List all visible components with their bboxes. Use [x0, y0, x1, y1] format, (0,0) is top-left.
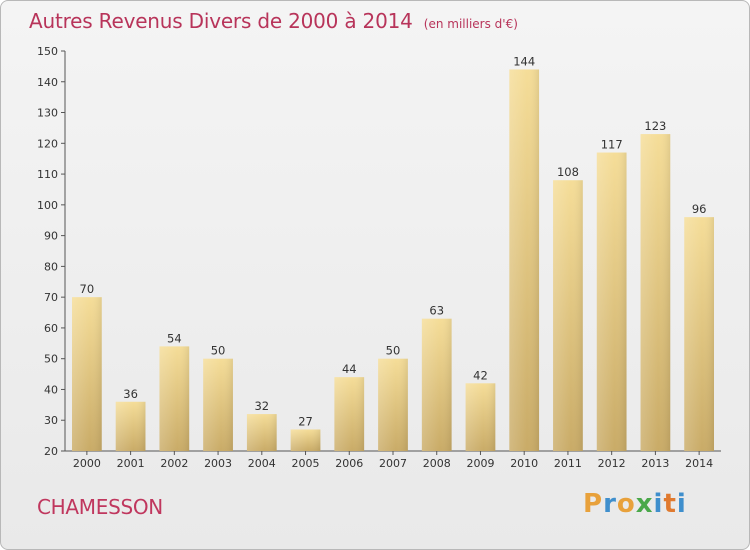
x-tick-label: 2007 — [379, 457, 407, 470]
y-tick-label: 50 — [44, 353, 58, 366]
y-tick-label: 120 — [37, 137, 58, 150]
data-label: 44 — [342, 362, 357, 376]
bar-shading — [115, 401, 146, 451]
data-label: 32 — [254, 399, 269, 413]
y-tick-label: 40 — [44, 383, 58, 396]
brand-letter: P — [583, 489, 604, 519]
bar-shading — [465, 383, 496, 451]
data-label: 27 — [298, 414, 313, 428]
brand-letter: t — [663, 489, 677, 519]
brand-letter: i — [676, 489, 687, 519]
y-tick-label: 110 — [37, 168, 58, 181]
data-label: 36 — [123, 387, 138, 401]
data-label: 63 — [429, 304, 444, 318]
brand-letter: o — [616, 489, 636, 519]
x-tick-label: 2001 — [117, 457, 145, 470]
data-label: 70 — [80, 282, 95, 296]
brand-letter: i — [653, 489, 664, 519]
y-tick-label: 20 — [44, 445, 58, 458]
data-label: 42 — [473, 368, 488, 382]
bar-shading — [378, 358, 408, 451]
bar-shading — [640, 134, 671, 452]
x-tick-label: 2010 — [510, 457, 538, 470]
bar-shading — [159, 346, 190, 451]
data-label: 50 — [211, 344, 226, 358]
x-tick-label: 2012 — [598, 457, 626, 470]
data-label: 50 — [386, 344, 401, 358]
data-label: 108 — [557, 165, 579, 179]
data-label: 54 — [167, 331, 182, 345]
brand-logo: Proxiti — [583, 489, 687, 519]
x-tick-label: 2008 — [423, 457, 451, 470]
x-tick-label: 2005 — [292, 457, 320, 470]
brand-letter: x — [635, 489, 654, 519]
chart-title: Autres Revenus Divers de 2000 à 2014 — [29, 9, 413, 33]
bar-shading — [596, 152, 627, 452]
y-tick-label: 150 — [37, 45, 58, 58]
bar-shading — [509, 69, 540, 451]
data-label: 144 — [513, 54, 535, 68]
bar-shading — [246, 414, 277, 451]
y-tick-label: 30 — [44, 414, 58, 427]
y-tick-label: 60 — [44, 322, 58, 335]
data-label: 117 — [601, 138, 623, 152]
y-axis: 20 30 40 50 60 70 80 90 100 110 120 130 140 150 — [37, 45, 66, 458]
bar-shading — [684, 217, 715, 451]
y-tick-label: 100 — [37, 199, 58, 212]
bar-shading — [71, 297, 102, 451]
bars — [71, 69, 715, 452]
bar-shading — [553, 180, 583, 451]
bar-shading — [203, 358, 233, 451]
data-labels: 70 36 54 50 32 27 44 50 63 42 144 108 117 123 96 — [80, 54, 707, 428]
chart-title-block: Autres Revenus Divers de 2000 à 2014 (en… — [29, 9, 518, 33]
x-tick-label: 2003 — [204, 457, 232, 470]
x-tick-label: 2000 — [73, 457, 101, 470]
y-tick-label: 70 — [44, 291, 58, 304]
data-label: 96 — [692, 202, 707, 216]
data-label: 123 — [644, 119, 666, 133]
y-tick-label: 130 — [37, 107, 58, 120]
x-tick-label: 2011 — [554, 457, 582, 470]
commune-name: CHAMESSON — [37, 495, 163, 519]
y-tick-label: 140 — [37, 76, 58, 89]
bar-shading — [421, 318, 452, 451]
x-tick-label: 2002 — [160, 457, 188, 470]
bar-shading — [290, 429, 321, 451]
bar-shading — [334, 377, 365, 451]
x-axis: 2000 2001 2002 2003 2004 2005 2006 2007 2008 2009… — [65, 450, 721, 470]
x-tick-label: 2013 — [641, 457, 669, 470]
chart-subtitle: (en milliers d'€) — [423, 17, 518, 31]
brand-letter: r — [603, 489, 617, 519]
x-tick-label: 2009 — [466, 457, 494, 470]
y-tick-label: 80 — [44, 260, 58, 273]
y-tick-label: 90 — [44, 230, 58, 243]
x-tick-label: 2014 — [685, 457, 713, 470]
x-tick-label: 2004 — [248, 457, 276, 470]
x-tick-label: 2006 — [335, 457, 363, 470]
